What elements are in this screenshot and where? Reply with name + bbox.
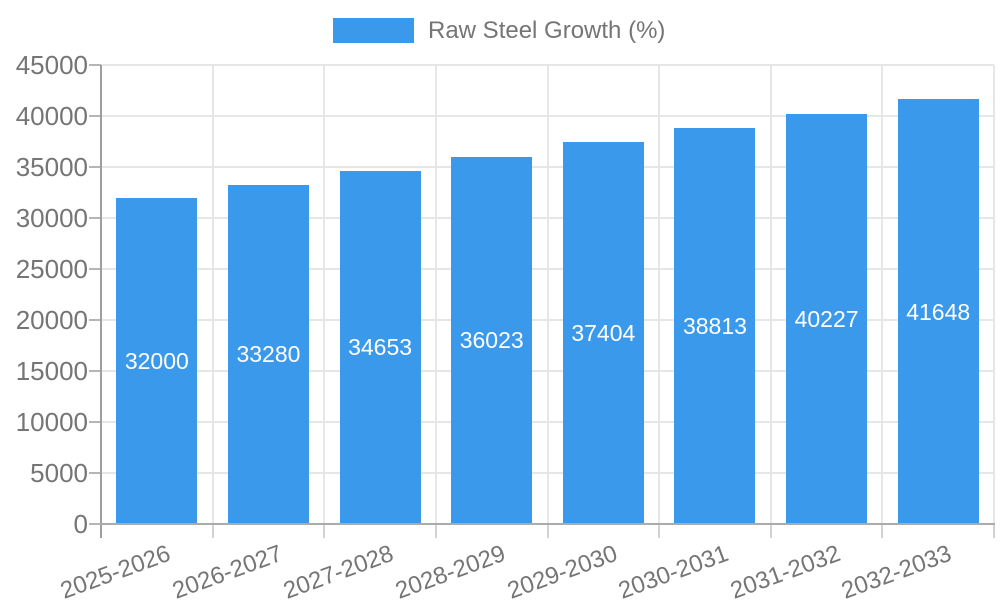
y-tick-mark [89, 370, 101, 372]
bar[interactable] [562, 142, 644, 524]
grid-line-v [211, 65, 214, 524]
y-tick-mark [89, 166, 101, 168]
x-tick-mark [881, 524, 884, 538]
grid-line-v [323, 65, 326, 524]
y-tick-mark [89, 472, 101, 474]
x-tick-mark [546, 524, 549, 538]
y-tick-label: 30000 [15, 203, 88, 233]
y-tick-label: 25000 [15, 254, 88, 284]
x-axis-line [100, 523, 995, 525]
grid-line-v [881, 65, 884, 524]
y-tick-label: 40000 [15, 101, 88, 131]
y-axis-line [100, 65, 102, 538]
y-tick-label: 10000 [15, 407, 88, 437]
bar[interactable] [116, 197, 198, 524]
legend-swatch [333, 18, 414, 43]
grid-line-v [434, 65, 437, 524]
bar[interactable] [674, 128, 756, 524]
x-tick-label: 2027-2028 [280, 540, 398, 600]
bar[interactable] [897, 99, 979, 524]
x-tick-label: 2031-2032 [726, 540, 844, 600]
x-tick-label: 2028-2029 [391, 540, 509, 600]
grid-line-v [546, 65, 549, 524]
legend-item[interactable]: Raw Steel Growth (%) [333, 18, 665, 43]
x-tick-mark [434, 524, 437, 538]
y-tick-mark [89, 115, 101, 117]
bar-value-label: 37404 [571, 320, 636, 347]
y-tick-label: 45000 [15, 50, 88, 80]
bar[interactable] [227, 184, 309, 524]
y-tick-label: 0 [73, 509, 88, 539]
y-tick-mark [89, 319, 101, 321]
y-tick-mark [89, 421, 101, 423]
bar-value-label: 32000 [124, 347, 189, 374]
x-tick-label: 2030-2031 [615, 540, 733, 600]
y-tick-mark [89, 523, 101, 525]
y-tick-mark [89, 64, 101, 66]
y-tick-label: 15000 [15, 356, 88, 386]
x-tick-label: 2029-2030 [503, 540, 621, 600]
bar[interactable] [786, 113, 868, 524]
x-tick-label: 2026-2027 [168, 540, 286, 600]
bar[interactable] [339, 170, 421, 524]
bar-value-label: 33280 [236, 341, 301, 368]
x-tick-label: 2032-2033 [838, 540, 956, 600]
y-tick-label: 35000 [15, 152, 88, 182]
y-tick-mark [89, 217, 101, 219]
y-tick-mark [89, 268, 101, 270]
grid-line-v [658, 65, 661, 524]
y-tick-label: 5000 [30, 458, 88, 488]
grid-line-v [993, 65, 995, 524]
x-tick-mark [211, 524, 214, 538]
x-tick-mark [769, 524, 772, 538]
bar-value-label: 34653 [348, 334, 413, 361]
x-tick-mark [658, 524, 661, 538]
x-tick-label: 2025-2026 [56, 540, 175, 600]
x-tick-mark [323, 524, 326, 538]
x-tick-mark [993, 524, 995, 538]
bar[interactable] [451, 156, 533, 524]
bar-value-label: 38813 [682, 313, 747, 340]
legend-label: Raw Steel Growth (%) [428, 17, 666, 44]
grid-line-v [769, 65, 772, 524]
bar-value-label: 40227 [794, 305, 859, 332]
bar-value-label: 36023 [459, 327, 524, 354]
y-tick-label: 20000 [15, 305, 88, 335]
bar-value-label: 41648 [906, 298, 971, 325]
